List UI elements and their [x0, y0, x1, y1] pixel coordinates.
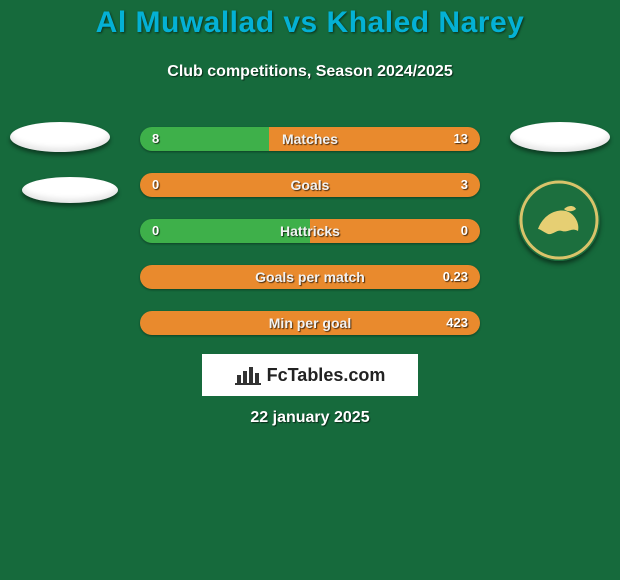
bar-row-mpg: 423 Min per goal	[140, 311, 480, 335]
bar-chart-icon	[235, 365, 261, 385]
compare-bars: 8 13 Matches 0 3 Goals 0 0 Hattricks 0.2…	[140, 127, 480, 357]
bar-label-gpm: Goals per match	[140, 265, 480, 289]
player-left-badge-top	[10, 122, 110, 152]
player-right-crest	[518, 179, 600, 261]
bar-label-matches: Matches	[140, 127, 480, 151]
player-right-badge-top	[510, 122, 610, 152]
branding-box: FcTables.com	[202, 354, 418, 396]
bar-label-mpg: Min per goal	[140, 311, 480, 335]
bar-label-hattricks: Hattricks	[140, 219, 480, 243]
comparison-infographic: Al Muwallad vs Khaled Narey Club competi…	[0, 0, 620, 580]
bar-row-goals: 0 3 Goals	[140, 173, 480, 197]
player-left-badge-bottom	[22, 177, 118, 203]
branding-text: FcTables.com	[267, 365, 386, 386]
page-title: Al Muwallad vs Khaled Narey	[0, 6, 620, 40]
bar-row-matches: 8 13 Matches	[140, 127, 480, 151]
bar-label-goals: Goals	[140, 173, 480, 197]
bar-row-gpm: 0.23 Goals per match	[140, 265, 480, 289]
bar-row-hattricks: 0 0 Hattricks	[140, 219, 480, 243]
page-subtitle: Club competitions, Season 2024/2025	[0, 63, 620, 81]
date-text: 22 january 2025	[0, 409, 620, 427]
